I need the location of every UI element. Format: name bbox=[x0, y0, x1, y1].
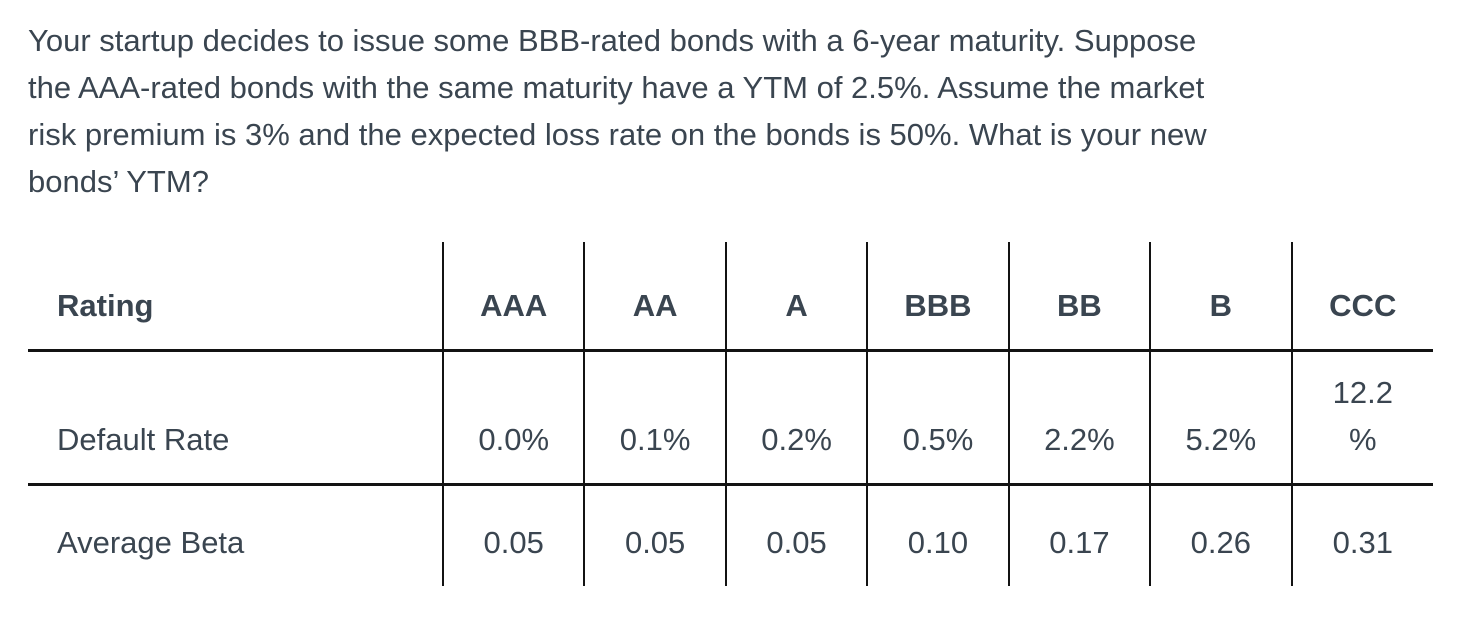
table-header-row: Rating AAA AA A BBB BB B CCC bbox=[28, 242, 1433, 352]
column-header-bbb: BBB bbox=[867, 242, 1010, 352]
average-beta-ccc: 0.31 bbox=[1332, 525, 1393, 560]
default-rate-bb: 2.2% bbox=[1008, 350, 1152, 486]
default-rate-a: 0.2% bbox=[725, 350, 869, 486]
default-rate-aaa: 0.0% bbox=[443, 350, 586, 486]
default-rate-aa: 0.1% bbox=[584, 350, 727, 486]
question-line-4: bonds’ YTM? bbox=[28, 164, 209, 199]
average-beta-a: 0.05 bbox=[725, 484, 869, 586]
average-beta-aaa: 0.05 bbox=[443, 484, 586, 586]
column-header-ccc: CCC bbox=[1291, 242, 1433, 352]
column-header-a: A bbox=[725, 242, 869, 352]
row-label-default-rate: Default Rate bbox=[28, 350, 444, 486]
default-rate-bbb: 0.5% bbox=[867, 350, 1010, 486]
table-row-default-rate: Default Rate 0.0% 0.1% 0.2% 0.5% 2.2% 5.… bbox=[28, 350, 1433, 486]
column-header-aa: AA bbox=[584, 242, 727, 352]
average-beta-b: 0.26 bbox=[1150, 484, 1293, 586]
average-beta-aa: 0.05 bbox=[584, 484, 727, 586]
question-page: Your startup decides to issue some BBB-r… bbox=[28, 17, 1458, 586]
default-rate-ccc-value: 12.2 % bbox=[1332, 374, 1393, 457]
question-text: Your startup decides to issue some BBB-r… bbox=[28, 17, 1458, 205]
question-line-1: Your startup decides to issue some BBB-r… bbox=[28, 23, 1197, 58]
row-label-average-beta: Average Beta bbox=[28, 484, 444, 586]
column-header-b: B bbox=[1150, 242, 1293, 352]
average-beta-bbb: 0.10 bbox=[867, 484, 1010, 586]
average-beta-bb: 0.17 bbox=[1008, 484, 1152, 586]
bond-ratings-table: Rating AAA AA A BBB BB B CCC Default Rat… bbox=[28, 242, 1433, 586]
column-header-rating: Rating bbox=[28, 242, 444, 352]
default-rate-b: 5.2% bbox=[1150, 350, 1293, 486]
column-header-bb: BB bbox=[1008, 242, 1152, 352]
table-row-average-beta: Average Beta 0.05 0.05 0.05 0.10 0.17 0.… bbox=[28, 484, 1433, 586]
default-rate-ccc: 12.2 % bbox=[1291, 350, 1433, 486]
column-header-aaa: AAA bbox=[443, 242, 586, 352]
question-line-2: the AAA-rated bonds with the same maturi… bbox=[28, 70, 1205, 105]
question-line-3: risk premium is 3% and the expected loss… bbox=[28, 117, 1207, 152]
